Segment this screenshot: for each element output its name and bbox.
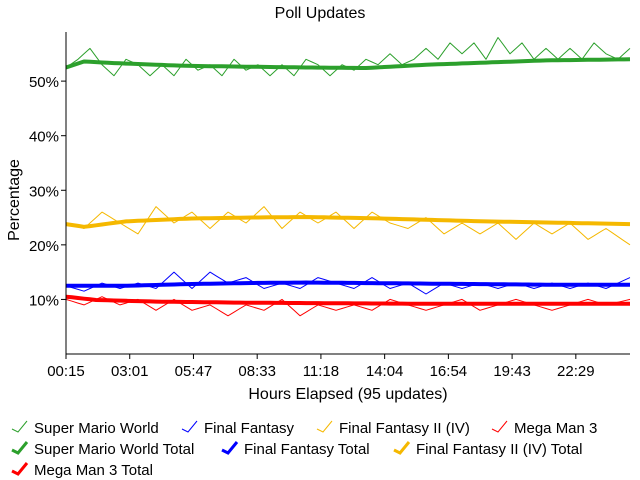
legend-label-final-fantasy-total: Final Fantasy Total [244, 441, 370, 458]
legend-swatch-final-fantasy-total [221, 441, 239, 455]
y-axis-ticks: 10% 20% 30% 40% 50% [29, 74, 66, 309]
y-tick-label: 40% [29, 129, 59, 146]
series-line-final-fantasy-ii-iv [65, 206, 631, 246]
y-axis-label: Percentage [6, 159, 23, 241]
x-tick-label: 05:47 [175, 363, 213, 380]
legend-label-final-fantasy-ii-iv: Final Fantasy II (IV) [339, 420, 470, 437]
x-axis-label: Hours Elapsed (95 updates) [248, 386, 447, 403]
legend: Super Mario World Final Fantasy Final Fant… [11, 420, 597, 479]
series-layer [65, 37, 631, 317]
x-tick-label: 16:54 [430, 363, 468, 380]
legend-swatch-mega-man-3 [491, 420, 508, 433]
x-axis-ticks: 00:15 03:01 05:47 08:33 11:18 14:04 16:54 19:43… [47, 354, 595, 380]
x-tick-label: 03:01 [111, 363, 149, 380]
y-tick-label: 10% [29, 292, 59, 309]
legend-swatch-final-fantasy-ii-iv [316, 420, 333, 433]
legend-label-final-fantasy-ii-iv-total: Final Fantasy II (IV) Total [416, 441, 582, 458]
series-line-super-mario-world [65, 37, 631, 77]
legend-label-mega-man-3: Mega Man 3 [514, 420, 597, 437]
legend-swatch-mega-man-3-total [11, 462, 29, 476]
series-line-super-mario-world-total [65, 57, 631, 70]
series-line-mega-man-3 [65, 296, 631, 317]
y-tick-label: 30% [29, 183, 59, 200]
legend-swatch-super-mario-world [11, 420, 28, 433]
y-tick-label: 20% [29, 238, 59, 255]
x-tick-label: 08:33 [238, 363, 276, 380]
legend-swatch-super-mario-world-total [11, 441, 29, 455]
series-line-mega-man-3-total [65, 294, 630, 306]
x-tick-label: 11:18 [303, 363, 339, 380]
legend-swatch-final-fantasy [181, 420, 198, 433]
x-tick-label: 19:43 [493, 363, 531, 380]
legend-label-super-mario-world-total: Super Mario World Total [34, 441, 194, 458]
x-tick-label: 00:15 [47, 363, 85, 380]
chart-title: Poll Updates [275, 5, 366, 22]
y-tick-label: 50% [29, 74, 59, 91]
legend-label-mega-man-3-total: Mega Man 3 Total [34, 462, 153, 479]
legend-swatch-final-fantasy-ii-iv-total [393, 441, 411, 455]
legend-label-final-fantasy: Final Fantasy [204, 420, 295, 437]
x-tick-label: 22:29 [557, 363, 595, 380]
series-line-final-fantasy [65, 271, 631, 295]
legend-label-super-mario-world: Super Mario World [34, 420, 159, 437]
plot-area: 10% 20% 30% 40% 50% 00:15 03:01 05:47 08:33 11:1… [29, 32, 631, 380]
series-line-final-fantasy-ii-iv-total [65, 215, 631, 229]
x-tick-label: 14:04 [366, 363, 404, 380]
